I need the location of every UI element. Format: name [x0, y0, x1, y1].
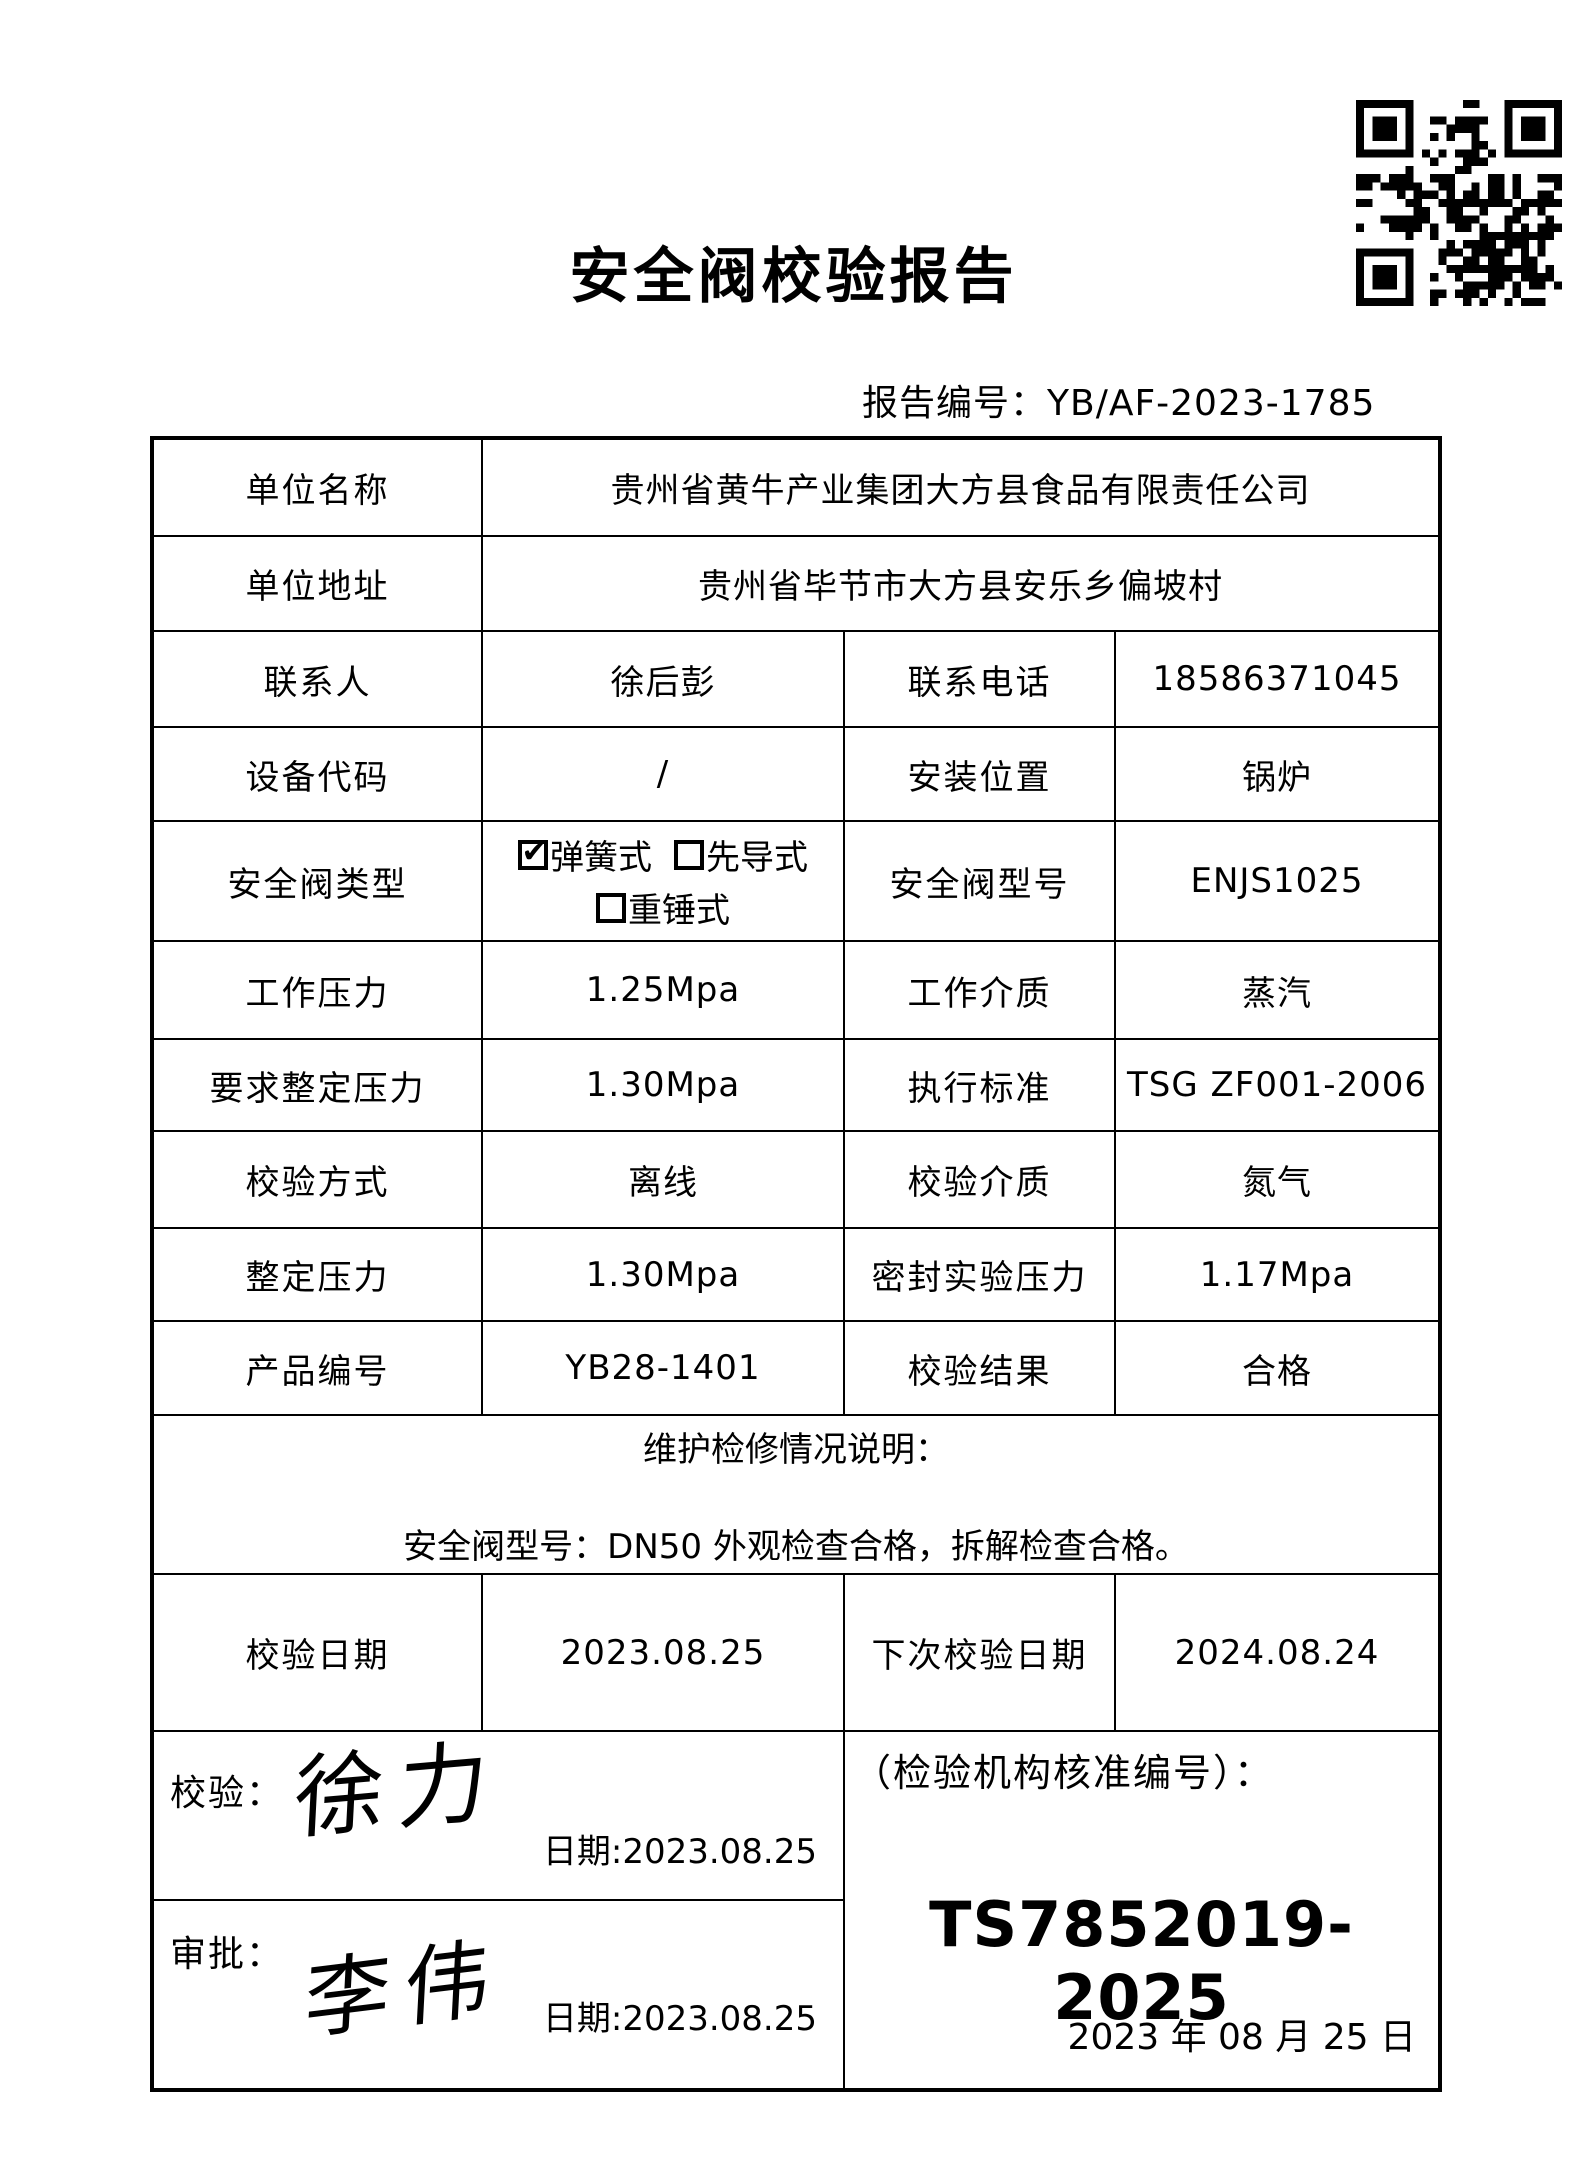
contact-label: 联系人 [151, 630, 483, 728]
product-no-label: 产品编号 [151, 1320, 483, 1416]
report-number-value: YB/AF-2023-1785 [1047, 383, 1376, 424]
approver-signature: 李伟 [302, 1927, 506, 2053]
valve-type-option-weight-label: 重锤式 [628, 891, 730, 931]
row-approver-signature: 审批： 李伟 日期:2023.08.25 [151, 1899, 1440, 2091]
row-unit-name: 单位名称 贵州省黄牛产业集团大方县食品有限责任公司 [151, 437, 1441, 537]
calibrator-label: 校验： [170, 1773, 285, 1814]
approver-cell: 审批： 李伟 日期:2023.08.25 [151, 1899, 845, 2091]
unit-name-label: 单位名称 [151, 437, 483, 537]
required-set-pressure-value: 1.30Mpa [481, 1038, 845, 1132]
row-working-pressure: 工作压力 1.25Mpa 工作介质 蒸汽 [151, 940, 1441, 1040]
row-maintenance-note: 维护检修情况说明： 安全阀型号：DN50 外观检查合格，拆解检查合格。 [151, 1414, 1441, 1575]
valve-model-value: ENJS1025 [1114, 820, 1441, 942]
row-calibration-date: 校验日期 2023.08.25 下次校验日期 2024.08.24 [151, 1573, 1441, 1732]
working-medium-value: 蒸汽 [1114, 940, 1441, 1040]
agency-approval-number: TS7852019-2025 [929, 1888, 1354, 2034]
working-medium-label: 工作介质 [843, 940, 1116, 1040]
unit-name-value: 贵州省黄牛产业集团大方县食品有限责任公司 [481, 437, 1441, 537]
required-set-pressure-label: 要求整定压力 [151, 1038, 483, 1132]
report-table: 单位名称 贵州省黄牛产业集团大方县食品有限责任公司 单位地址 贵州省毕节市大方县… [150, 436, 1442, 2092]
approver-label: 审批： [170, 1934, 285, 1975]
valve-type-line-1: ✔ 弹簧式 先导式 [487, 830, 839, 879]
report-number: 报告编号：YB/AF-2023-1785 [862, 374, 1375, 426]
calibrator-cell: 校验： 徐力 日期:2023.08.25 [151, 1730, 845, 1901]
calibration-result-value: 合格 [1114, 1320, 1441, 1416]
maintenance-note-cell: 维护检修情况说明： 安全阀型号：DN50 外观检查合格，拆解检查合格。 [151, 1414, 1441, 1575]
valve-type-option-spring-label: 弹簧式 [550, 838, 652, 878]
checkbox-unchecked-icon [596, 892, 626, 923]
calibration-result-label: 校验结果 [843, 1320, 1116, 1416]
next-calibration-date-label: 下次校验日期 [843, 1573, 1116, 1732]
phone-value: 18586371045 [1114, 630, 1441, 728]
valve-model-label: 安全阀型号 [843, 820, 1116, 942]
working-pressure-label: 工作压力 [151, 940, 483, 1040]
row-contact: 联系人 徐后彭 联系电话 18586371045 [151, 630, 1441, 728]
seal-test-pressure-label: 密封实验压力 [843, 1227, 1116, 1322]
valve-type-option-pilot: 先导式 [674, 830, 808, 879]
product-no-value: YB28-1401 [481, 1320, 845, 1416]
approver-date: 日期:2023.08.25 [542, 1999, 817, 2039]
maintenance-note-detail: 安全阀型号：DN50 外观检查合格，拆解检查合格。 [403, 1526, 1189, 1567]
device-code-value: / [481, 726, 845, 822]
checkbox-checked-icon: ✔ [518, 834, 548, 870]
install-location-value: 锅炉 [1114, 726, 1441, 822]
phone-label: 联系电话 [843, 630, 1116, 728]
calibration-method-label: 校验方式 [151, 1130, 483, 1229]
install-location-label: 安装位置 [843, 726, 1116, 822]
valve-type-line-2: 重锤式 [487, 883, 839, 932]
valve-type-option-spring: ✔ 弹簧式 [518, 830, 652, 879]
agency-issue-date: 2023 年 08 月 25 日 [1067, 2017, 1416, 2058]
working-pressure-value: 1.25Mpa [481, 940, 845, 1040]
agency-cell: （检验机构核准编号）： TS7852019-2025 2023 年 08 月 2… [843, 1730, 1441, 2091]
row-calibration-method: 校验方式 离线 校验介质 氮气 [151, 1130, 1441, 1229]
row-calibrator-signature: 校验： 徐力 日期:2023.08.25 （检验机构核准编号）： TS78520… [151, 1730, 1441, 2091]
row-valve-type: 安全阀类型 ✔ 弹簧式 先导式 重锤式 安全阀型号 ENJS1025 [151, 820, 1441, 942]
report-number-label: 报告编号： [862, 383, 1048, 424]
calibrator-signature: 徐力 [291, 1731, 505, 1853]
calibration-method-value: 离线 [481, 1130, 845, 1229]
qr-code-icon [1356, 100, 1562, 306]
seal-test-pressure-value: 1.17Mpa [1114, 1227, 1441, 1322]
valve-type-value: ✔ 弹簧式 先导式 重锤式 [481, 820, 845, 942]
device-code-label: 设备代码 [151, 726, 483, 822]
valve-type-option-weight: 重锤式 [596, 883, 730, 932]
unit-address-label: 单位地址 [151, 535, 483, 632]
standard-value: TSG ZF001-2006 [1114, 1038, 1441, 1132]
valve-type-label: 安全阀类型 [151, 820, 483, 942]
set-pressure-label: 整定压力 [151, 1227, 483, 1322]
standard-label: 执行标准 [843, 1038, 1116, 1132]
row-product-no: 产品编号 YB28-1401 校验结果 合格 [151, 1320, 1441, 1416]
contact-value: 徐后彭 [481, 630, 845, 728]
unit-address-value: 贵州省毕节市大方县安乐乡偏坡村 [481, 535, 1441, 632]
row-device: 设备代码 / 安装位置 锅炉 [151, 726, 1441, 822]
calibration-date-label: 校验日期 [151, 1573, 483, 1732]
agency-approval-label: （检验机构核准编号）： [853, 1751, 1275, 1795]
page-title: 安全阀校验报告 [569, 242, 1018, 312]
row-set-pressure: 整定压力 1.30Mpa 密封实验压力 1.17Mpa [151, 1227, 1441, 1322]
valve-type-option-pilot-label: 先导式 [706, 838, 808, 878]
row-unit-address: 单位地址 贵州省毕节市大方县安乐乡偏坡村 [151, 535, 1441, 632]
set-pressure-value: 1.30Mpa [481, 1227, 845, 1322]
calibration-medium-label: 校验介质 [843, 1130, 1116, 1229]
next-calibration-date-value: 2024.08.24 [1114, 1573, 1441, 1732]
row-required-set-pressure: 要求整定压力 1.30Mpa 执行标准 TSG ZF001-2006 [151, 1038, 1441, 1132]
checkbox-unchecked-icon [674, 839, 704, 870]
calibrator-date: 日期:2023.08.25 [542, 1832, 817, 1872]
calibration-date-value: 2023.08.25 [481, 1573, 845, 1732]
check-mark-icon: ✔ [521, 834, 547, 870]
calibration-medium-value: 氮气 [1114, 1130, 1441, 1229]
maintenance-note-title: 维护检修情况说明： [643, 1429, 949, 1470]
